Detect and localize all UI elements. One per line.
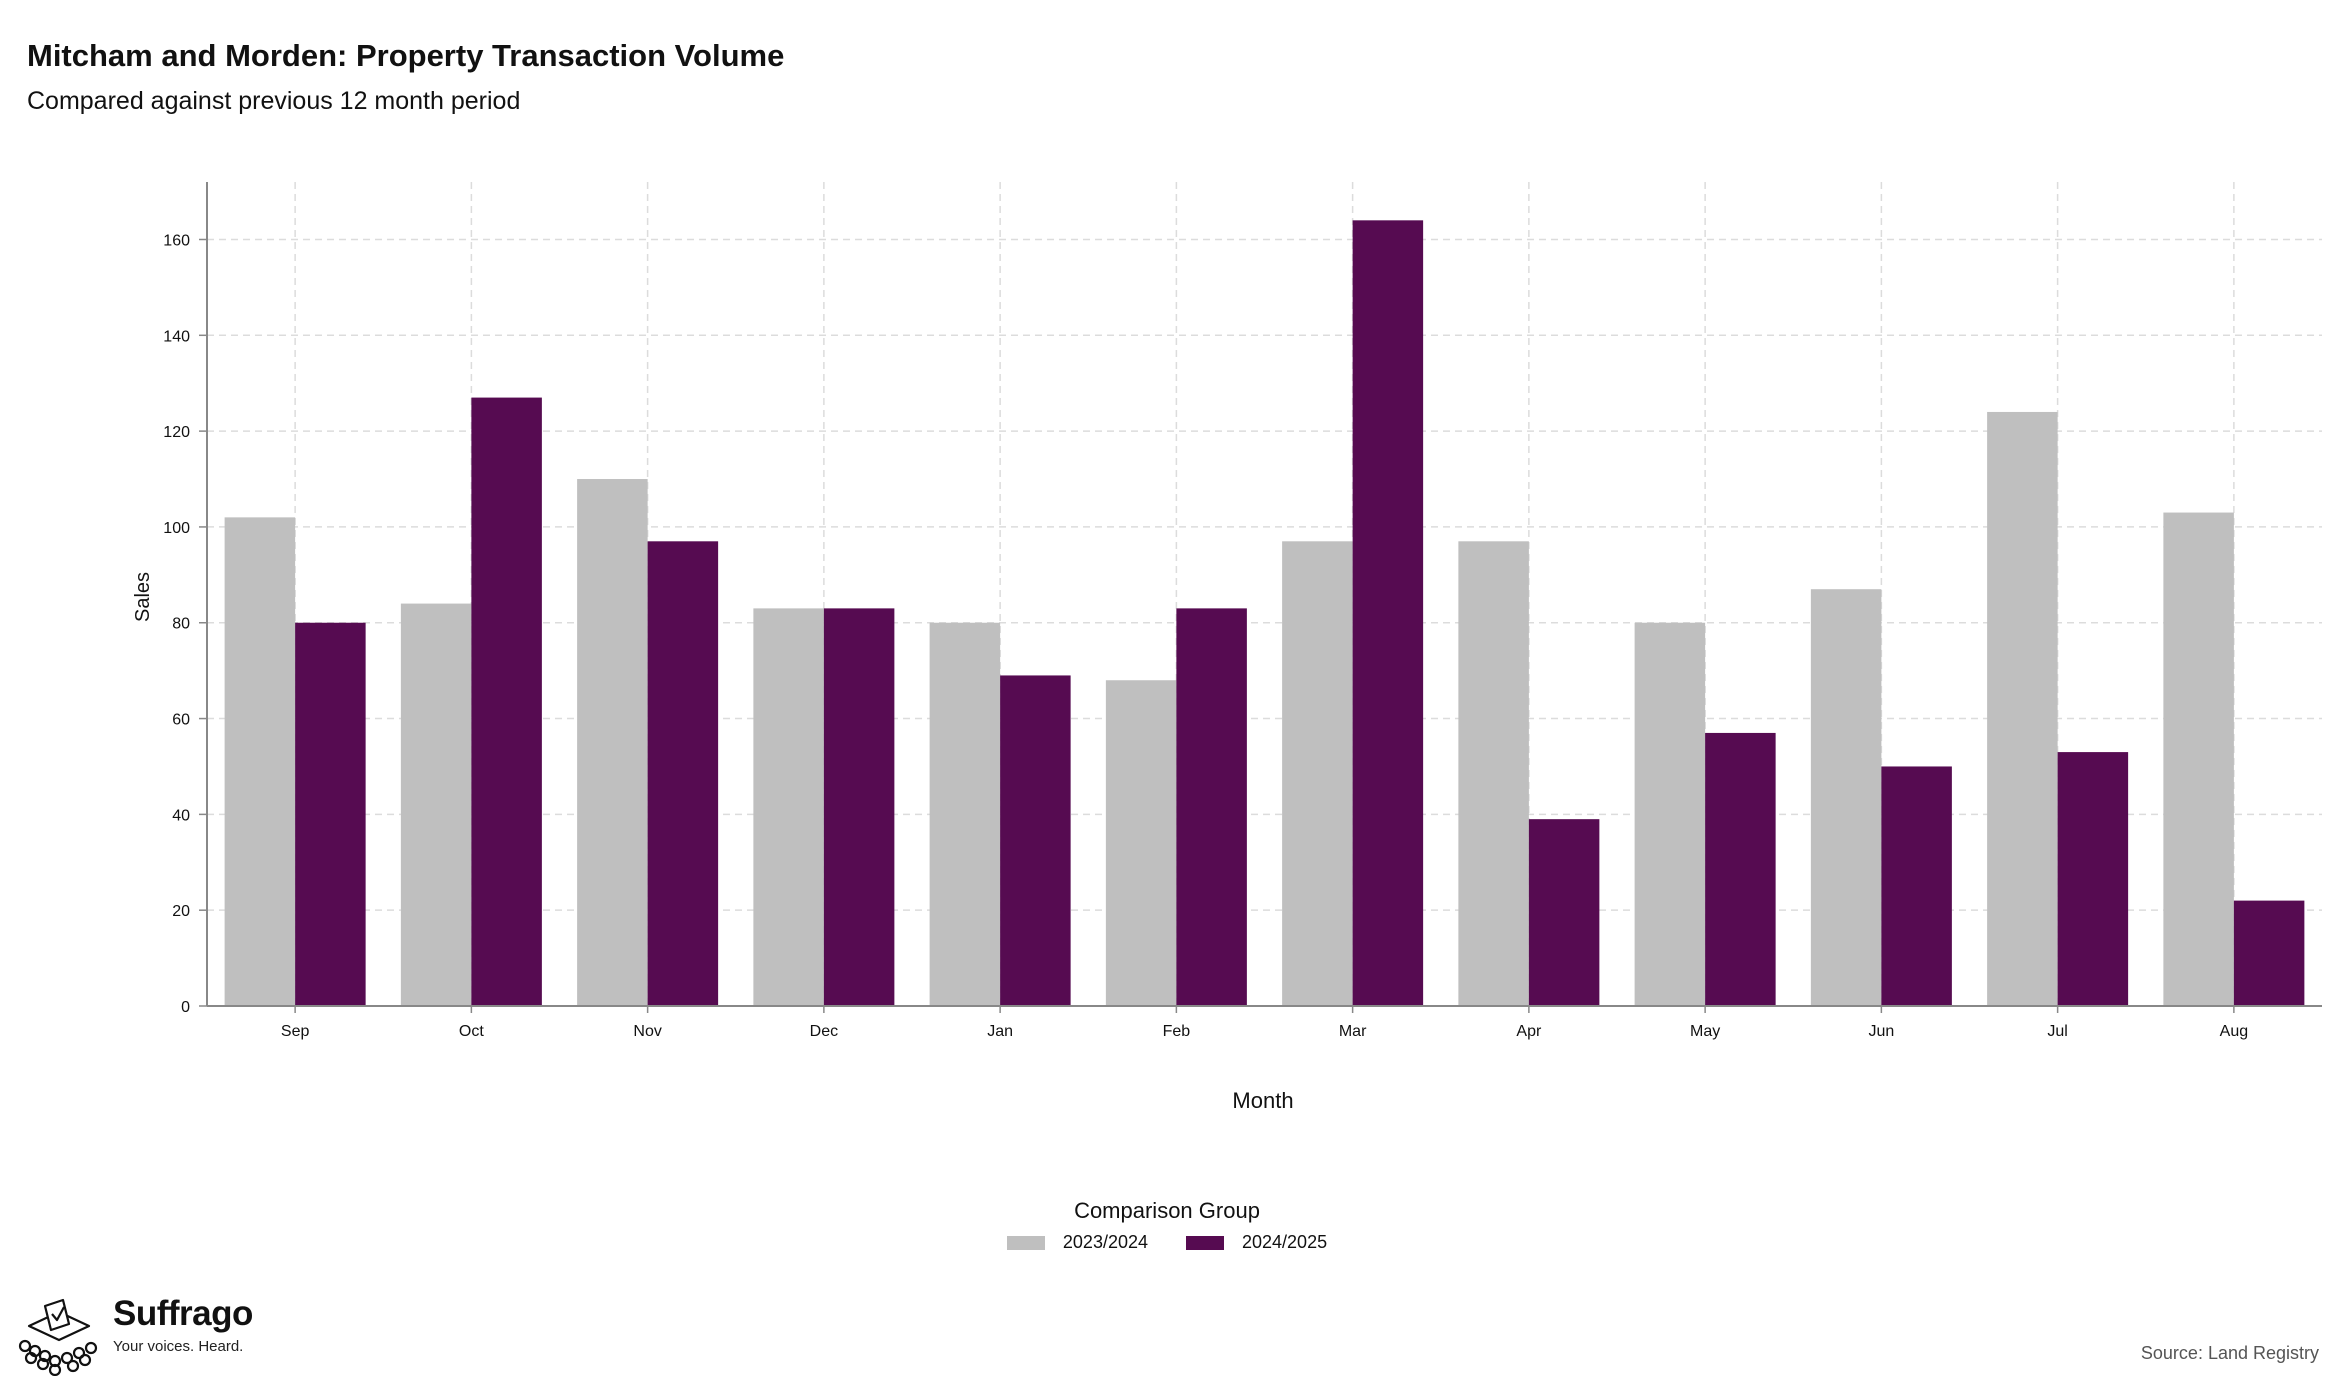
bar-2023-2024-feb (1105, 680, 1177, 1006)
legend: Comparison Group 2023/2024 2024/2025 (0, 1198, 2334, 1253)
x-tick-label-sep: Sep (281, 1023, 310, 1040)
legend-label-2023-2024: 2023/2024 (1062, 1232, 1148, 1252)
brand-name: Suffrago (113, 1294, 253, 1333)
brand-text: Suffrago Your voices. Heard. (113, 1294, 253, 1356)
legend-item-2024-2025[interactable]: 2024/2025 (1186, 1232, 1327, 1253)
x-tick-label-aug: Aug (2220, 1023, 2248, 1040)
legend-label-2024-2025: 2024/2025 (1242, 1232, 1328, 1252)
legend-title: Comparison Group (1074, 1198, 1260, 1223)
bar-2023-2024-may (1634, 622, 1706, 1006)
source-note: Source: Land Registry (2140, 1343, 2319, 1363)
y-axis-title: Sales (132, 572, 154, 622)
y-tick-label-100: 100 (163, 520, 190, 537)
bar-2023-2024-aug (2163, 512, 2234, 1006)
x-tick-label-dec: Dec (810, 1023, 838, 1040)
bar-2023-2024-oct (400, 603, 472, 1006)
bar-2024-2025-mar (1352, 220, 1424, 1007)
bar-2023-2024-jan (929, 622, 1001, 1006)
bar-2023-2024-sep (224, 517, 296, 1006)
bar-2024-2025-sep (295, 622, 366, 1006)
axes: 0 20 40 60 80 100 120 140 160 Sep Oct Nov Dec Jan Feb M… (163, 182, 2322, 1040)
chart-subtitle: Compared against previous 12 month perio… (27, 87, 521, 115)
brand-logo: Suffrago Your voices. Heard. (15, 1296, 253, 1376)
bar-2024-2025-may (1705, 732, 1776, 1006)
bar-2024-2025-jul (2057, 752, 2129, 1006)
x-tick-label-mar: Mar (1339, 1023, 1367, 1040)
bar-2024-2025-dec (823, 608, 895, 1006)
y-tick-label-120: 120 (163, 424, 190, 441)
y-tick-label-140: 140 (163, 328, 190, 345)
x-tick-label-jan: Jan (987, 1023, 1013, 1040)
chart-title: Mitcham and Morden: Property Transaction… (27, 38, 785, 73)
bar-2024-2025-jan (1000, 675, 1071, 1006)
legend-item-2023-2024[interactable]: 2023/2024 (1006, 1232, 1148, 1253)
legend-swatch-2023-2024 (1006, 1235, 1045, 1250)
bar-2023-2024-jun (1810, 589, 1882, 1006)
bar-2024-2025-jun (1881, 766, 1952, 1006)
x-tick-label-jul: Jul (2047, 1023, 2067, 1040)
legend-items: 2023/2024 2024/2025 (0, 1232, 2334, 1253)
bar-2023-2024-jul (1987, 411, 2058, 1006)
y-tick-label-160: 160 (163, 232, 190, 249)
bar-2024-2025-nov (647, 541, 719, 1006)
x-tick-label-oct: Oct (459, 1023, 484, 1040)
bar-2024-2025-apr (1528, 819, 1600, 1006)
legend-swatch-2024-2025 (1186, 1235, 1224, 1250)
x-tick-label-may: May (1690, 1023, 1720, 1040)
x-axis-title: Month (1232, 1088, 1293, 1113)
bar-2024-2025-oct (471, 397, 542, 1006)
y-tick-label-40: 40 (172, 807, 190, 824)
bar-chart: 0 20 40 60 80 100 120 140 160 Sep Oct Nov Dec Jan Feb M… (132, 182, 2322, 1113)
y-tick-label-0: 0 (181, 999, 190, 1016)
bar-2023-2024-apr (1458, 541, 1529, 1006)
x-tick-label-apr: Apr (1516, 1023, 1542, 1040)
brand-tagline: Your voices. Heard. (113, 1338, 244, 1355)
ballot-box-icon (18, 1298, 98, 1376)
bar-2023-2024-mar (1282, 541, 1353, 1006)
bars (224, 220, 2305, 1007)
y-tick-label-20: 20 (172, 903, 190, 920)
y-tick-label-60: 60 (172, 712, 190, 729)
y-tick-label-80: 80 (172, 616, 190, 633)
x-tick-label-jun: Jun (1868, 1023, 1894, 1040)
x-tick-label-nov: Nov (633, 1023, 661, 1040)
bar-2023-2024-nov (577, 479, 648, 1006)
bar-2024-2025-aug (2233, 900, 2305, 1006)
x-tick-label-feb: Feb (1163, 1023, 1191, 1040)
bar-2023-2024-dec (753, 608, 824, 1006)
bar-2024-2025-feb (1176, 608, 1247, 1006)
